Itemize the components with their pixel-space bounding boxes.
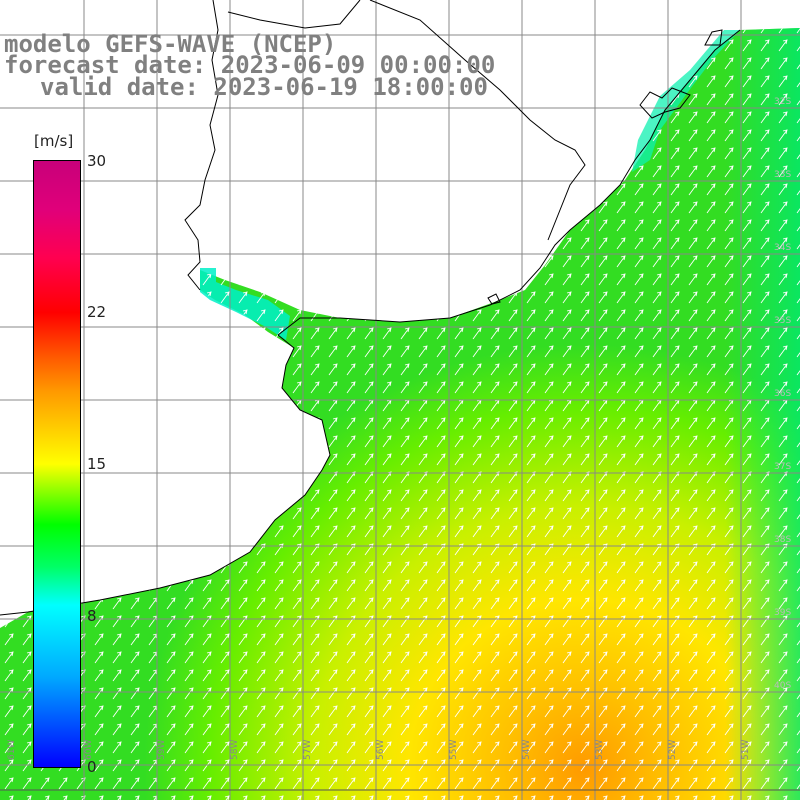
lat-label-38s: 38S	[774, 535, 791, 545]
lat-label-35s: 35S	[774, 316, 791, 326]
lat-label-40s: 40S	[774, 681, 791, 691]
colorbar-tick-30: 30	[87, 152, 107, 170]
title-model: modelo GEFS-WAVE (NCEP)	[4, 30, 337, 58]
lon-label-53w: 53W	[595, 740, 605, 760]
lon-label-51w: 51W	[741, 740, 751, 760]
latitude-labels: 32S 33S 34S 35S 36S 37S 38S 39S 40S	[774, 97, 791, 691]
title-valid-date: valid date: 2023-06-19 18:00:00	[40, 73, 488, 101]
colorbar-tick-0: 0	[87, 758, 97, 776]
title-forecast-date: forecast date: 2023-06-09 00:00:00	[4, 51, 496, 79]
lon-label-57w: 57W	[303, 740, 313, 760]
wind-arrows	[0, 28, 800, 800]
lon-label-56w: 56W	[376, 740, 386, 760]
colorbar-gradient	[33, 160, 81, 768]
lon-label-59w: 59W	[157, 740, 167, 760]
lat-label-33s: 33S	[774, 170, 791, 180]
lon-label-61w: 61W	[7, 740, 17, 760]
lat-label-37s: 37S	[774, 462, 791, 472]
lon-label-55w: 55W	[449, 740, 459, 760]
longitude-labels: 61W 60W 59W 58W 57W 56W 55W 54W 53W 52W …	[7, 740, 751, 760]
map-title: modelo GEFS-WAVE (NCEP) forecast date: 2…	[0, 0, 800, 99]
lon-label-58w: 58W	[230, 740, 240, 760]
lon-label-52w: 52W	[668, 740, 678, 760]
lat-label-32s: 32S	[774, 97, 791, 107]
colorbar-tick-8: 8	[87, 607, 97, 625]
lat-label-39s: 39S	[774, 608, 791, 618]
lon-label-54w: 54W	[522, 740, 532, 760]
colorbar-tick-22: 22	[87, 303, 107, 321]
coastlines	[0, 0, 741, 616]
lat-label-34s: 34S	[774, 243, 791, 253]
lon-label-60w: 60W	[84, 740, 94, 760]
colorbar-tick-15: 15	[87, 455, 107, 473]
colorbar-unit: [m/s]	[34, 132, 74, 150]
lat-label-36s: 36S	[774, 389, 791, 399]
